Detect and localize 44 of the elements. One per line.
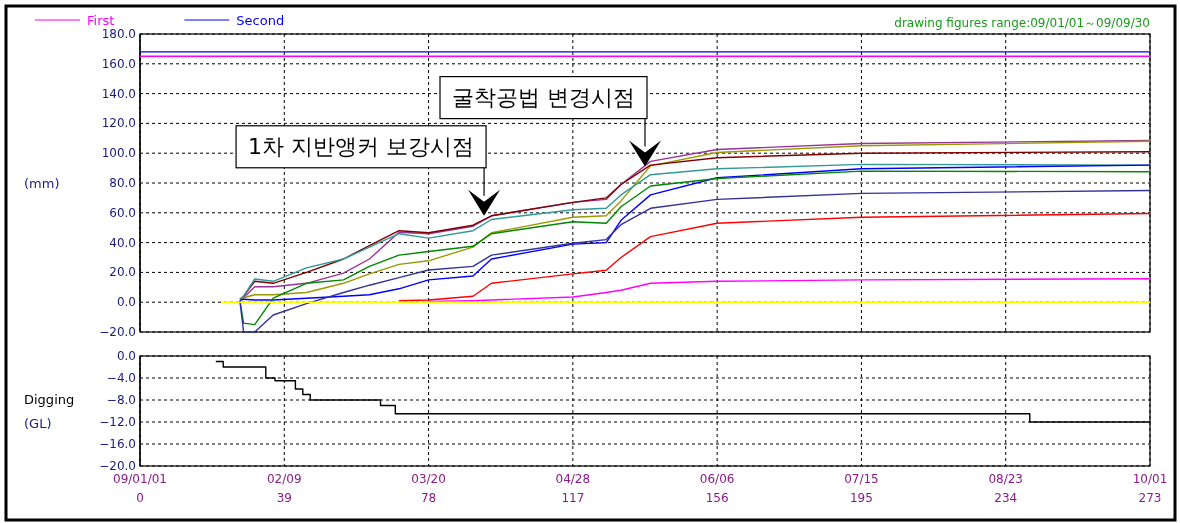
line-series	[239, 170, 1150, 326]
x2-tick-label: 08/23	[988, 472, 1024, 486]
line-series	[398, 212, 1150, 302]
x2-tick-label: 02/09	[266, 472, 302, 486]
x-tick-label: 195	[849, 491, 873, 505]
y-tick-label: −20.0	[99, 325, 136, 339]
line-series	[427, 278, 1150, 303]
x2-tick-label: 04/28	[555, 472, 591, 486]
legend-label: Second	[236, 12, 285, 28]
y-tick-label: 0.0	[116, 295, 136, 310]
y-tick-label: 0.0	[116, 349, 136, 363]
x-tick-label: 0	[136, 491, 144, 505]
annotation: 굴착공법 변경시점	[452, 85, 635, 111]
x2-tick-label: 03/20	[411, 472, 446, 486]
y-tick-label: 40.0	[109, 235, 136, 250]
y-tick-label: 100.0	[101, 146, 136, 161]
x-tick-label: 39	[276, 491, 292, 505]
y-tick-label: 140.0	[101, 86, 136, 101]
x-tick-label: 273	[1138, 491, 1162, 505]
x-tick-label: 78	[420, 491, 437, 505]
y-tick-label: −4.0	[106, 371, 136, 385]
x2-tick-label: 06/06	[699, 472, 735, 486]
line-series	[239, 189, 1150, 333]
x-tick-label: 156	[705, 491, 729, 505]
x2-tick-label: 10/01	[1132, 472, 1168, 486]
y-tick-label: 60.0	[109, 205, 136, 220]
x-tick-label: 117	[561, 491, 585, 505]
y-axis-title: Digging (GL)	[24, 391, 75, 431]
annotation: 1차 지반앵커 보강시점	[248, 134, 475, 160]
legend-label: First	[87, 12, 115, 28]
x2-tick-label: 07/15	[844, 472, 879, 486]
y-tick-label: −12.0	[99, 415, 136, 429]
y-axis-title: (mm)	[24, 175, 60, 191]
x2-tick-label: 09/01/01	[113, 472, 167, 486]
y-tick-label: 160.0	[101, 56, 136, 71]
y-tick-label: 120.0	[101, 116, 136, 131]
y-tick-label: −20.0	[99, 459, 136, 473]
y-tick-label: 20.0	[109, 265, 136, 280]
x-tick-label: 234	[994, 491, 1018, 505]
y-tick-label: 80.0	[109, 176, 136, 190]
y-tick-label: −16.0	[99, 437, 136, 451]
text: drawing figures range:09/01/01～09/09/30	[894, 16, 1150, 30]
y-tick-label: −8.0	[106, 393, 136, 407]
y-tick-label: 180.0	[101, 27, 136, 41]
